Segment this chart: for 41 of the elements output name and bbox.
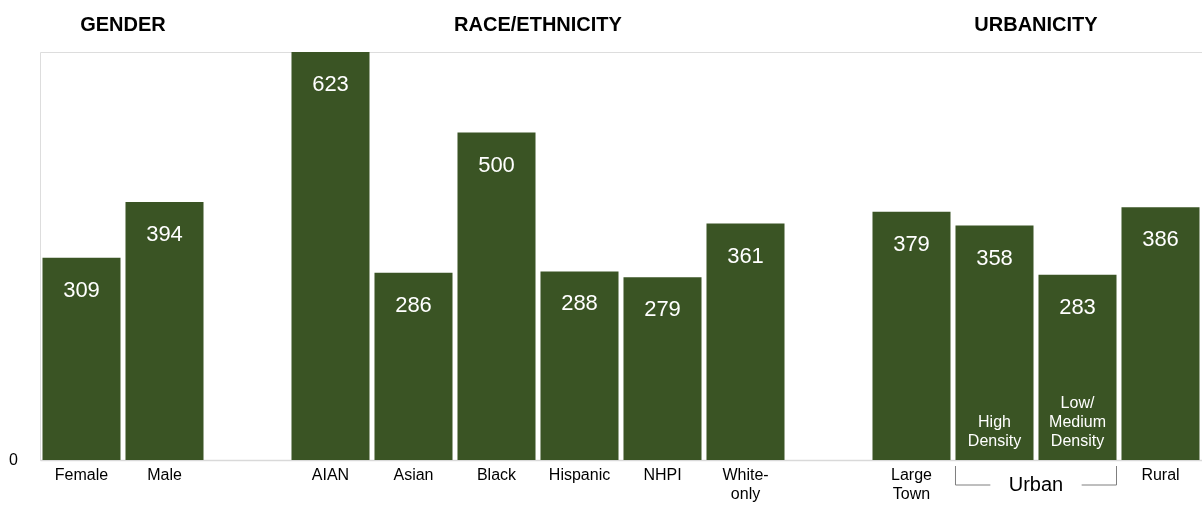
data-label: 358 <box>976 244 1013 270</box>
data-label: 394 <box>146 220 183 246</box>
data-label: 361 <box>727 242 764 268</box>
x-tick-label: Low/Medium Density <box>1049 394 1106 449</box>
data-label: 288 <box>561 290 598 316</box>
x-tick-label: NHPI <box>643 466 682 483</box>
bar <box>42 257 121 460</box>
data-label: 379 <box>893 230 930 256</box>
bar <box>374 272 453 460</box>
x-tick-label: Asian <box>393 466 434 483</box>
bar <box>1121 207 1200 460</box>
bar <box>540 271 619 460</box>
bar <box>457 132 536 460</box>
x-tick-label: Female <box>54 466 109 483</box>
bar <box>125 201 204 460</box>
x-tick-label: Large Town <box>891 466 933 502</box>
data-label: 279 <box>644 296 681 322</box>
data-label: 500 <box>478 151 515 177</box>
text: Urban <box>1008 473 1064 495</box>
data-label: 386 <box>1142 226 1179 252</box>
text: URBANICITY <box>974 13 1099 35</box>
data-label: 286 <box>395 291 432 317</box>
bar <box>872 211 951 460</box>
bar <box>1038 274 1117 460</box>
data-label: 623 <box>312 71 349 96</box>
x-tick-label: AIAN <box>311 466 350 483</box>
x-tick-label: Hispanic <box>548 466 611 483</box>
x-tick-label: Rural <box>1141 466 1180 483</box>
text: 0 <box>9 451 19 468</box>
data-label: 283 <box>1059 293 1096 319</box>
bar <box>955 225 1034 460</box>
bar <box>623 277 702 460</box>
bar <box>706 223 785 460</box>
bar <box>291 52 370 460</box>
data-label: 309 <box>63 276 100 302</box>
x-tick-label: Black <box>476 466 518 483</box>
text: GENDER <box>80 13 167 35</box>
text: RACE/ETHNICITY <box>454 13 623 35</box>
x-tick-label: White-only <box>722 466 769 502</box>
x-tick-label: Male <box>147 466 182 483</box>
x-tick-label: High Density <box>967 413 1022 449</box>
